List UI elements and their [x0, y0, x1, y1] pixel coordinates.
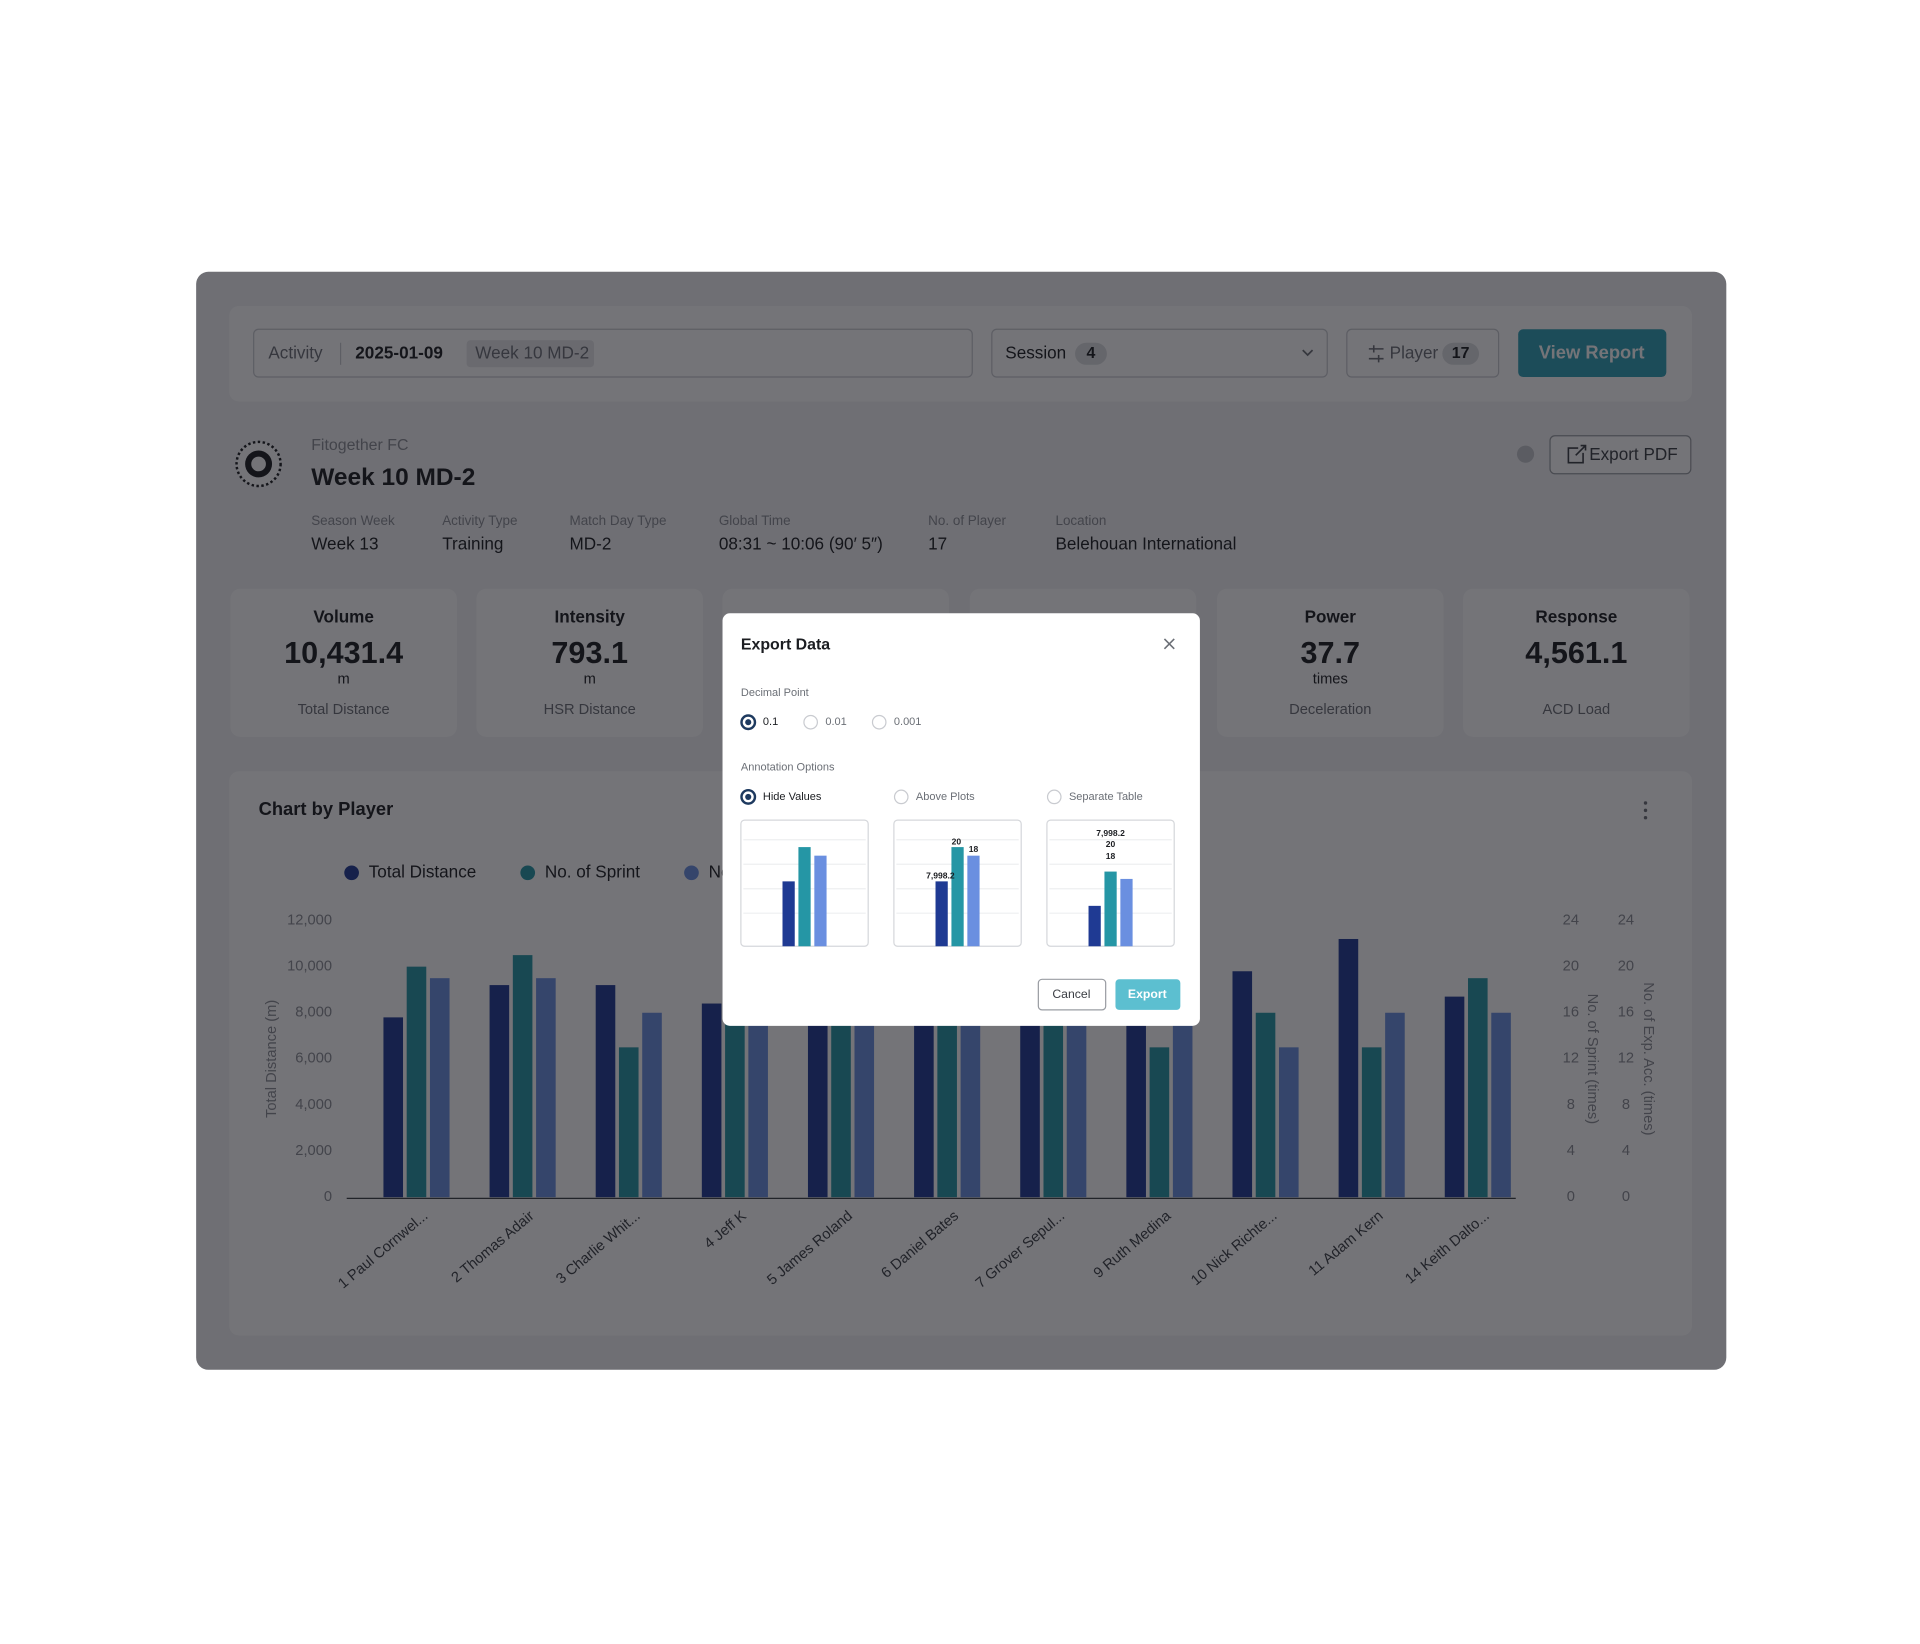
- preview-bar: [1088, 905, 1101, 947]
- radio-dot: [745, 719, 752, 726]
- radio[interactable]: [803, 714, 819, 730]
- radio-dot: [745, 793, 752, 800]
- preview-label: 7,998.2: [926, 871, 955, 881]
- preview-label: 18: [1106, 851, 1116, 861]
- radio-label: Above Plots: [916, 791, 975, 803]
- close-icon[interactable]: [1163, 638, 1175, 650]
- radio[interactable]: [1046, 789, 1062, 805]
- preview-bar: [951, 847, 964, 947]
- preview-bar: [935, 881, 948, 947]
- preview-bar: [1120, 878, 1133, 947]
- preview-label: 18: [969, 844, 979, 854]
- export-button[interactable]: [1115, 979, 1181, 1010]
- preview-bar: [798, 847, 811, 947]
- export-text: Export: [1128, 987, 1167, 1001]
- radio-label: 0.1: [763, 716, 778, 728]
- preview-label: 7,998.2: [1096, 828, 1125, 838]
- cancel-text: Cancel: [1052, 987, 1090, 1001]
- radio-label: Hide Values: [763, 791, 822, 803]
- section-label: Decimal Point: [741, 687, 809, 699]
- cancel-button[interactable]: [1037, 978, 1107, 1011]
- section-label: Annotation Options: [741, 761, 835, 773]
- radio-label: 0.01: [825, 716, 846, 728]
- modal-title: Export Data: [741, 636, 830, 653]
- preview-bar: [814, 855, 827, 947]
- radio[interactable]: [893, 789, 909, 805]
- radio-label: 0.001: [894, 716, 922, 728]
- preview-bar: [1104, 871, 1117, 947]
- preview-bar: [967, 855, 980, 947]
- preview-label: 20: [1106, 839, 1116, 849]
- preview-bar: [782, 881, 795, 947]
- radio[interactable]: [871, 714, 887, 730]
- preview-label: 20: [952, 836, 962, 846]
- export-modal: Export Data Decimal Point 0.1 0.01 0.001 Anno…: [722, 613, 1200, 1026]
- radio-label: Separate Table: [1069, 791, 1143, 803]
